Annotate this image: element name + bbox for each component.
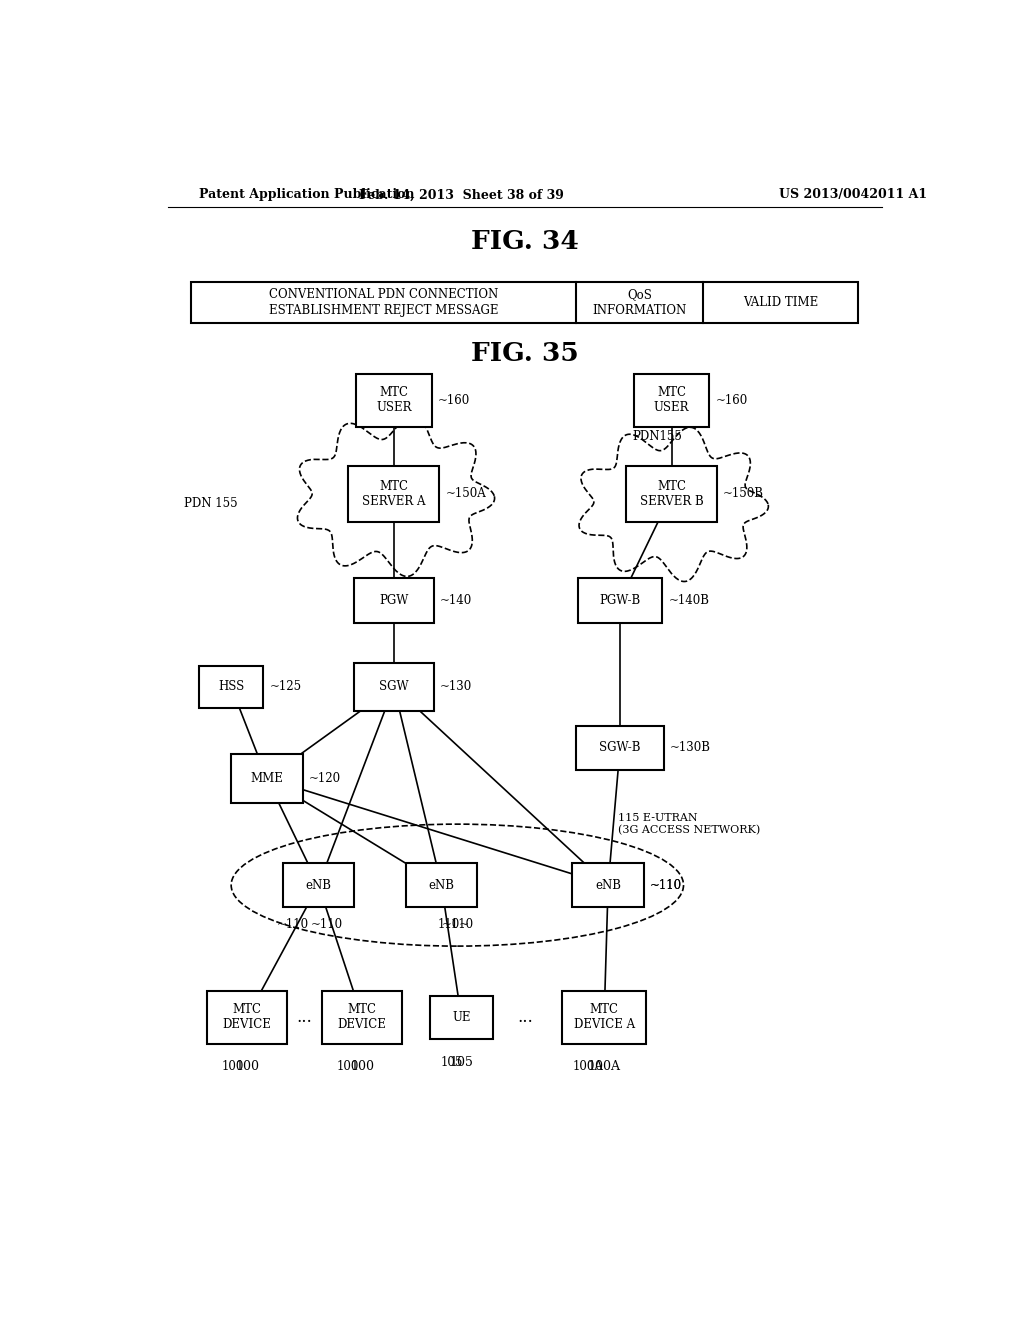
Text: ~130B: ~130B [670,742,711,755]
Text: FIG. 35: FIG. 35 [471,341,579,366]
Text: Patent Application Publication: Patent Application Publication [200,189,415,202]
Text: 100: 100 [236,1060,259,1073]
Text: eNB: eNB [305,879,332,891]
FancyBboxPatch shape [348,466,439,521]
Text: PGW: PGW [379,594,409,607]
Bar [191,282,858,323]
FancyBboxPatch shape [634,374,710,426]
Text: PDN 155: PDN 155 [183,498,238,511]
Text: PDN155: PDN155 [633,430,683,444]
Text: 105: 105 [440,1056,463,1069]
Text: ~120: ~120 [309,772,341,785]
FancyBboxPatch shape [579,578,662,623]
Text: ~150A: ~150A [445,487,486,500]
FancyBboxPatch shape [562,991,646,1044]
Text: ~140B: ~140B [670,594,711,607]
FancyBboxPatch shape [356,374,431,426]
Text: ~110: ~110 [310,917,343,931]
Text: MTC
DEVICE: MTC DEVICE [222,1003,271,1031]
Text: 100A: 100A [572,1060,604,1073]
Text: MTC
USER: MTC USER [654,387,689,414]
Text: 100A: 100A [588,1060,621,1073]
Text: ~110: ~110 [276,917,309,931]
Text: UE: UE [452,1011,471,1024]
Text: QoS
INFORMATION: QoS INFORMATION [593,288,687,317]
Text: ~110: ~110 [650,879,682,891]
Text: US 2013/0042011 A1: US 2013/0042011 A1 [778,189,927,202]
Text: ~140: ~140 [440,594,472,607]
FancyBboxPatch shape [207,991,287,1044]
FancyBboxPatch shape [231,754,303,803]
Text: 105: 105 [450,1056,473,1069]
FancyBboxPatch shape [283,863,354,907]
Text: ...: ... [517,1008,532,1026]
Text: eNB: eNB [428,879,455,891]
Text: 115 E-UTRAN
(3G ACCESS NETWORK): 115 E-UTRAN (3G ACCESS NETWORK) [618,813,761,836]
FancyBboxPatch shape [577,726,664,771]
Text: PGW-B: PGW-B [599,594,641,607]
FancyBboxPatch shape [626,466,717,521]
Text: MTC
SERVER A: MTC SERVER A [362,479,426,508]
FancyBboxPatch shape [354,578,433,623]
Text: ~125: ~125 [269,680,301,693]
Text: SGW: SGW [379,680,409,693]
Text: ~110: ~110 [441,917,473,931]
Text: 100: 100 [350,1060,374,1073]
Text: 100: 100 [337,1060,359,1073]
Text: eNB: eNB [595,879,622,891]
FancyBboxPatch shape [406,863,477,907]
FancyBboxPatch shape [430,995,494,1039]
Text: FIG. 34: FIG. 34 [471,230,579,255]
Text: ~110: ~110 [649,879,682,891]
Text: ~160: ~160 [437,393,470,407]
Text: VALID TIME: VALID TIME [743,296,818,309]
Text: 110~: 110~ [437,917,470,931]
Text: MTC
SERVER B: MTC SERVER B [640,479,703,508]
FancyBboxPatch shape [200,665,263,709]
Text: ~130: ~130 [440,680,472,693]
Text: CONVENTIONAL PDN CONNECTION
ESTABLISHMENT REJECT MESSAGE: CONVENTIONAL PDN CONNECTION ESTABLISHMEN… [269,288,499,317]
Text: MTC
DEVICE: MTC DEVICE [338,1003,386,1031]
Text: ...: ... [296,1008,312,1026]
FancyBboxPatch shape [323,991,401,1044]
Text: ~160: ~160 [716,393,748,407]
FancyBboxPatch shape [572,863,644,907]
Text: MTC
DEVICE A: MTC DEVICE A [573,1003,635,1031]
Text: 100: 100 [221,1060,244,1073]
Text: ~150B: ~150B [723,487,764,500]
Text: MTC
USER: MTC USER [376,387,412,414]
Text: HSS: HSS [218,680,245,693]
Text: MME: MME [251,772,284,785]
FancyBboxPatch shape [354,663,433,711]
Text: Feb. 14, 2013  Sheet 38 of 39: Feb. 14, 2013 Sheet 38 of 39 [358,189,564,202]
Text: SGW-B: SGW-B [599,742,641,755]
